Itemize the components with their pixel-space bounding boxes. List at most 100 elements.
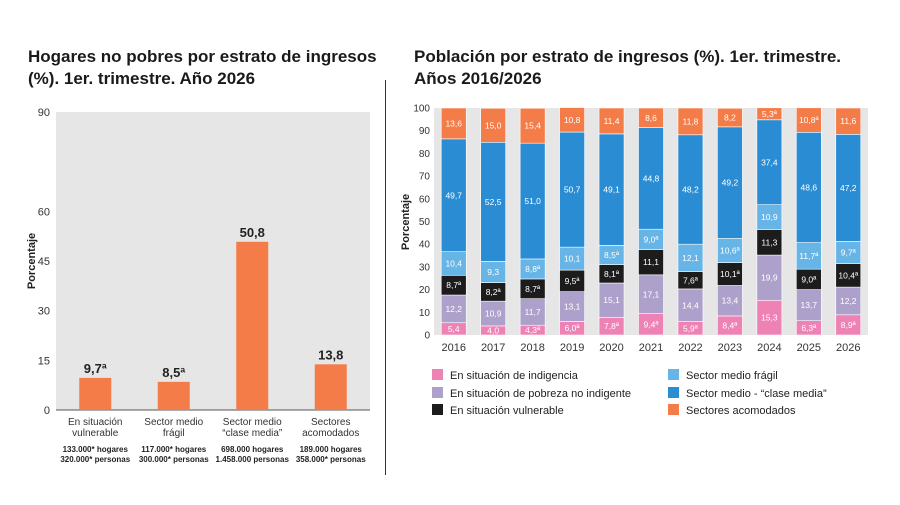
- stacked-bar-segment: [598, 282, 625, 318]
- left-bar-value-label: 8,5ª: [162, 365, 185, 380]
- segment-value-label: 37,4: [761, 157, 778, 167]
- left-category-label: vulnerable: [72, 428, 119, 439]
- right-y-tick-label: 100: [413, 104, 430, 115]
- left-category-label: acomodados: [302, 428, 359, 439]
- stacked-bar-segment: [480, 141, 506, 262]
- stacked-bar-segment: [756, 229, 783, 256]
- segment-value-label: 49,7: [445, 190, 462, 200]
- left-y-tick-label: 90: [38, 107, 50, 119]
- stacked-bar-segment: [717, 126, 743, 239]
- stacked-bar-segment: [677, 288, 704, 322]
- left-category-note: 698.000 hogares: [221, 445, 284, 454]
- segment-value-label: 15,3: [761, 313, 778, 323]
- segment-value-label: 10,8ª: [799, 115, 820, 125]
- right-x-tick-label: 2016: [441, 342, 465, 354]
- right-x-tick-label: 2019: [560, 342, 584, 354]
- left-bar-value-label: 9,7ª: [84, 361, 107, 376]
- right-x-tick-label: 2020: [599, 342, 623, 354]
- right-x-tick-label: 2017: [481, 342, 505, 354]
- segment-value-label: 11,8: [682, 116, 698, 126]
- stacked-bar-segment: [677, 134, 704, 245]
- segment-value-label: 11,1: [643, 257, 659, 267]
- segment-value-label: 13,7: [801, 300, 818, 310]
- left-y-tick-label: 60: [38, 206, 50, 218]
- segment-value-label: 8,6: [645, 113, 657, 123]
- stacked-bar-segment: [717, 107, 743, 128]
- right-y-tick-label: 10: [419, 308, 431, 319]
- stacked-bar-segment: [796, 242, 822, 270]
- segment-value-label: 11,7: [525, 307, 541, 317]
- segment-value-label: 10,1: [564, 254, 581, 264]
- left-category-note: 320.000* personas: [60, 455, 130, 464]
- left-bar: [79, 377, 112, 410]
- segment-value-label: 8,7ª: [525, 284, 541, 294]
- segment-value-label: 6,0ª: [565, 323, 581, 333]
- legend-label: Sectores acomodados: [686, 405, 796, 417]
- segment-value-label: 48,2: [682, 184, 699, 194]
- segment-value-label: 14,4: [682, 300, 699, 310]
- legend-swatch: [432, 369, 443, 380]
- stacked-bar-segment: [638, 107, 664, 128]
- right-x-tick-label: 2026: [836, 342, 860, 354]
- segment-value-label: 13,4: [722, 296, 739, 306]
- segment-value-label: 9,0ª: [644, 234, 660, 244]
- legend-label: En situación vulnerable: [450, 405, 564, 417]
- stacked-bar-segment: [480, 107, 506, 143]
- segment-value-label: 12,2: [445, 304, 462, 314]
- segment-value-label: 10,6ª: [720, 246, 741, 256]
- left-category-note: 117.000* hogares: [141, 445, 206, 454]
- left-category-label: Sector medio: [223, 417, 282, 428]
- right-y-tick-label: 70: [419, 172, 431, 183]
- left-category-note: 300.000* personas: [139, 455, 209, 464]
- left-category-note: 133.000* hogares: [63, 445, 129, 454]
- legend-label: En situación de pobreza no indigente: [450, 388, 631, 400]
- right-y-tick-label: 0: [424, 331, 430, 342]
- segment-value-label: 8,7ª: [446, 280, 462, 290]
- segment-value-label: 10,9: [761, 212, 778, 222]
- stacked-bar-segment: [598, 107, 625, 135]
- stacked-bar-segment: [756, 119, 783, 206]
- segment-value-label: 15,0: [485, 120, 502, 130]
- left-chart-title: Hogares no pobres por estrato de ingreso…: [28, 47, 377, 88]
- stacked-bar-segment: [519, 298, 546, 326]
- segment-value-label: 15,4: [524, 121, 541, 131]
- segment-value-label: 11,4: [604, 116, 620, 126]
- stacked-bar-segment: [598, 133, 625, 246]
- legend-label: Sector medio - “clase media”: [686, 388, 827, 400]
- left-category-label: Sector medio: [144, 417, 203, 428]
- left-y-axis-label: Porcentaje: [26, 233, 38, 289]
- stacked-bar-segment: [717, 285, 743, 317]
- segment-value-label: 8,4ª: [722, 320, 738, 330]
- right-y-tick-label: 30: [419, 262, 431, 273]
- left-y-tick-label: 45: [38, 256, 50, 268]
- stacked-bar-segment: [440, 138, 467, 252]
- legend-label: En situación de indigencia: [450, 370, 579, 382]
- segment-value-label: 5,4: [448, 324, 460, 334]
- segment-value-label: 50,7: [564, 185, 581, 195]
- left-category-note: 1.458.000 personas: [216, 455, 290, 464]
- right-x-tick-label: 2018: [520, 342, 544, 354]
- legend-label: Sector medio frágil: [686, 370, 778, 382]
- stacked-bar-segment: [559, 131, 585, 248]
- legend-swatch: [668, 387, 679, 398]
- right-x-tick-label: 2023: [718, 342, 742, 354]
- segment-value-label: 47,2: [840, 183, 857, 193]
- segment-value-label: 48,6: [801, 182, 818, 192]
- stacked-bar-segment: [796, 107, 822, 133]
- segment-value-label: 8,2: [724, 113, 736, 123]
- left-y-tick-label: 15: [38, 355, 50, 367]
- left-bar: [157, 381, 190, 410]
- right-x-tick-label: 2024: [757, 342, 781, 354]
- right-y-axis-label: Porcentaje: [400, 194, 412, 250]
- segment-value-label: 49,2: [722, 178, 739, 188]
- segment-value-label: 49,1: [603, 185, 620, 195]
- legend-swatch: [432, 404, 443, 415]
- segment-value-label: 8,9ª: [841, 320, 857, 330]
- segment-value-label: 9,5ª: [565, 276, 581, 286]
- stacked-bar-segment: [796, 131, 822, 243]
- segment-value-label: 7,8ª: [604, 321, 620, 331]
- left-bar-value-label: 50,8: [240, 225, 265, 240]
- left-category-label: “clase media”: [222, 428, 282, 439]
- segment-value-label: 12,1: [682, 253, 699, 263]
- segment-value-label: 17,1: [643, 289, 660, 299]
